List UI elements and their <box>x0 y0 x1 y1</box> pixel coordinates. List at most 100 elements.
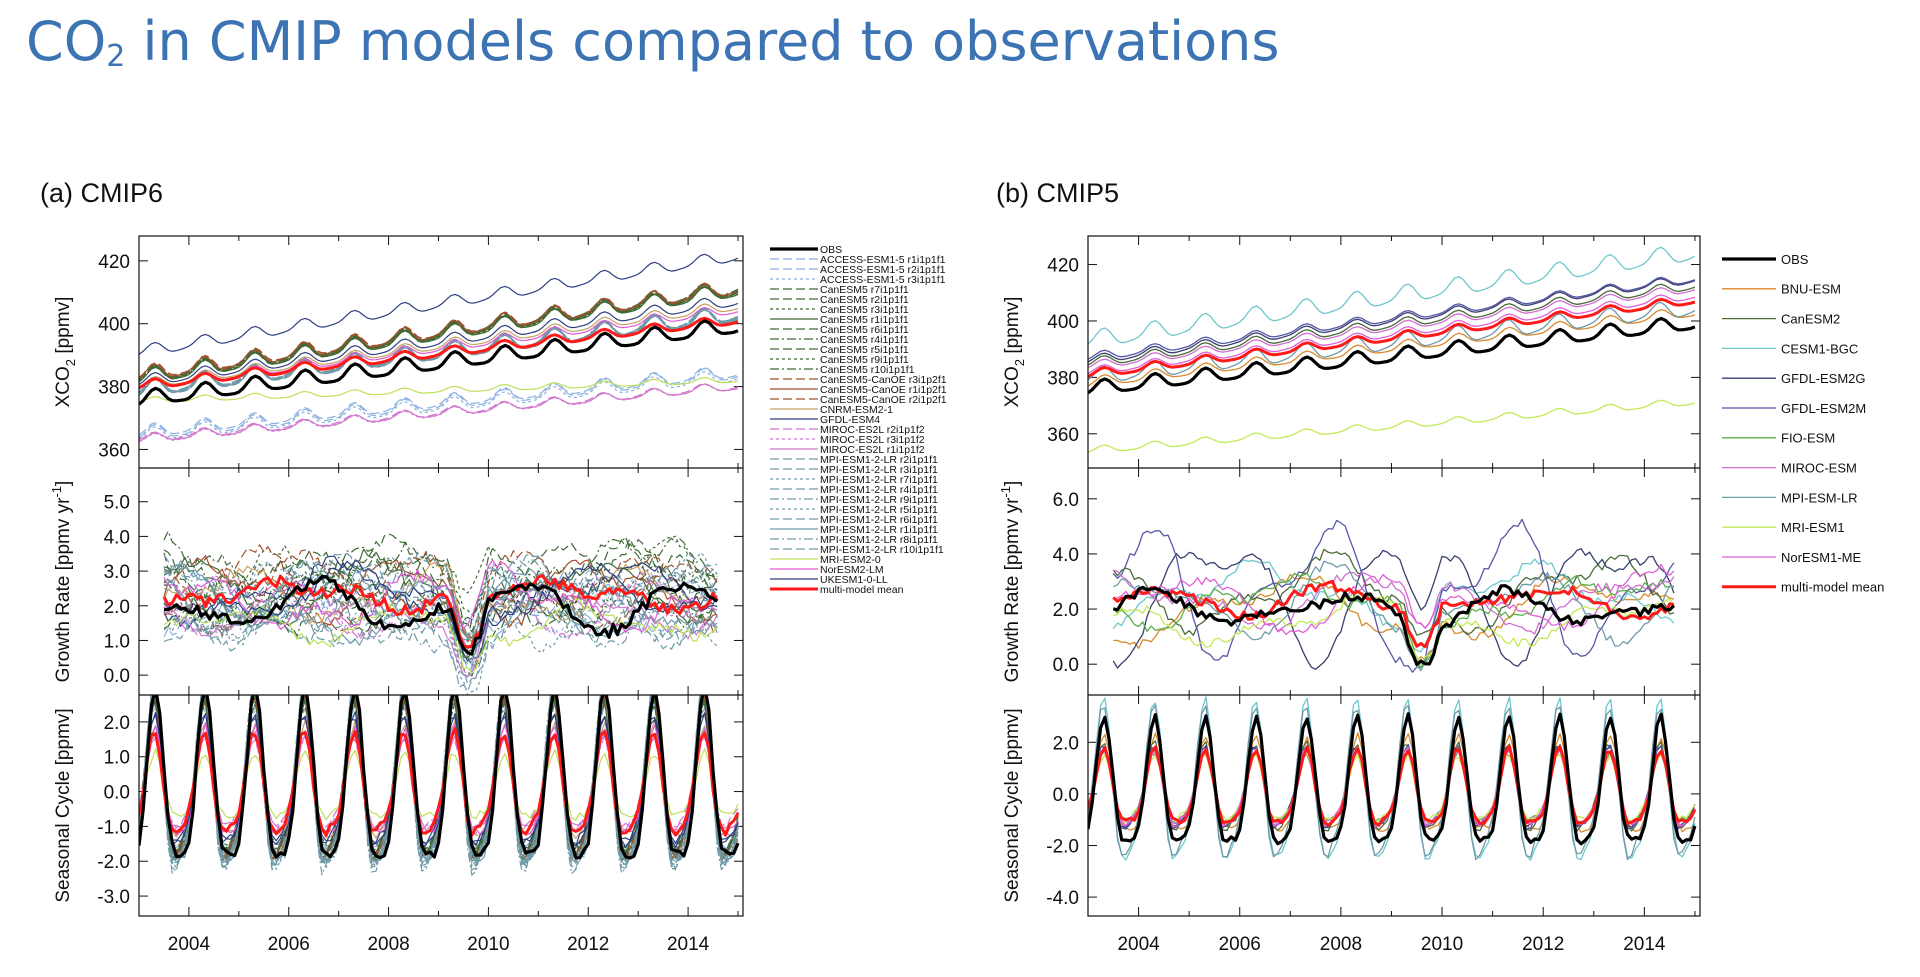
series-line-noresm1-me-xco2 <box>1088 294 1696 374</box>
chart-panel-a: 420 400 380 360 XCO2 [ppmv] 5.0 4.0 3.0 2.0 1.0 0.… <box>49 235 947 955</box>
legend-label-canesm5-r4i1p1f1: CanESM5 r4i1p1f1 <box>820 334 909 346</box>
y-axis-label: Growth Rate [ppmv yr-1] <box>998 481 1023 683</box>
series-line-gfdl-esm2m-xco2 <box>1088 276 1696 360</box>
subplot-growth: 6.0 4.0 2.0 0.0 Growth Rate [ppmv yr-1] <box>998 481 1700 683</box>
series-line-mpi-esm-lr-seasonal <box>1088 704 1696 861</box>
series-line-cnrm-esm2-1-growth <box>163 562 718 644</box>
legend-label-canesm2: CanESM2 <box>1781 312 1840 327</box>
panel-b-title: (b) CMIP5 <box>996 178 1120 208</box>
series-line-obs-growth <box>1112 584 1676 667</box>
legend-label-canesm5-r5i1p1f1: CanESM5 r5i1p1f1 <box>820 344 909 356</box>
y-tick-label: 1.0 <box>104 631 130 652</box>
legend-label-access-esm1-5-r1i1p1f1: ACCESS-ESM1-5 r1i1p1f1 <box>820 254 946 266</box>
series-line-multi-model-mean-growth <box>162 574 719 649</box>
legend-label-mri-esm2-0: MRI-ESM2-0 <box>820 554 881 566</box>
series-line-ukesm1-0-ll-growth <box>163 559 718 655</box>
series-line-mri-esm1-growth <box>1113 591 1675 667</box>
subplot-seasonal: 2.0 1.0 0.0 -1.0 -2.0 -3.0 Seasonal Cycle [ppm… <box>53 695 743 908</box>
y-tick-label: -2.0 <box>1046 836 1079 857</box>
y-axis-label: XCO2 [ppmv] <box>53 297 78 408</box>
legend-label-miroc-es2l-r2i1p1f2: MIROC-ES2L r2i1p1f2 <box>820 424 925 436</box>
series-line-gfdl-esm2g-xco2 <box>1088 278 1696 363</box>
series-line-canesm5-canoe-r2i1p2f1-growth <box>163 544 718 643</box>
y-tick-label: 380 <box>1047 368 1079 389</box>
series-line-noresm2-lm-growth <box>163 559 718 634</box>
legend-label-mpi-esm1-2-lr-r6i1p1f1: MPI-ESM1-2-LR r6i1p1f1 <box>820 514 938 526</box>
y-tick-label: -3.0 <box>97 887 130 908</box>
series-line-mpi-esm-lr-xco2 <box>1088 301 1696 382</box>
y-tick-label: 420 <box>1047 256 1079 277</box>
y-tick-label: 0.0 <box>104 783 130 804</box>
series-line-canesm5-r10i1p1f1-growth <box>163 530 718 666</box>
x-tick-label: 2014 <box>667 934 710 955</box>
chart-panel-b: 420 400 380 360 XCO2 [ppmv] 6.0 4.0 2.0 0.0 Growt… <box>998 235 1884 955</box>
y-tick-label: 1.0 <box>104 748 130 769</box>
series-line-noresm1-me-growth <box>1113 563 1675 636</box>
legend-label-access-esm1-5-r3i1p1f1: ACCESS-ESM1-5 r3i1p1f1 <box>820 274 946 286</box>
x-tick-label: 2004 <box>1117 934 1160 955</box>
y-axis-label: Growth Rate [ppmv yr-1] <box>49 481 74 683</box>
legend-label-gfdl-esm2m: GFDL-ESM2M <box>1781 401 1866 416</box>
series-line-obs-seasonal <box>139 695 740 860</box>
series-line-cesm1-bgc-seasonal <box>1088 696 1696 861</box>
legend-label-obs: OBS <box>820 244 842 256</box>
series-line-access-esm1-5-r2i1p1f1-xco2 <box>139 367 739 439</box>
legend-label-canesm5-r3i1p1f1: CanESM5 r3i1p1f1 <box>820 304 909 316</box>
series-line-canesm5-canoe-r1i1p2f1-growth <box>163 555 718 639</box>
y-tick-label: -2.0 <box>97 852 130 873</box>
plot-frame <box>1087 235 1701 917</box>
legend-label-mpi-esm1-2-lr-r9i1p1f1: MPI-ESM1-2-LR r9i1p1f1 <box>820 494 938 506</box>
y-tick-label: 6.0 <box>1053 490 1079 511</box>
legend-label-canesm5-r9i1p1f1: CanESM5 r9i1p1f1 <box>820 354 909 366</box>
legend-label-obs: OBS <box>1781 252 1809 267</box>
subplot-seasonal: 2.0 0.0 -2.0 -4.0 Seasonal Cycle [ppmv] <box>1002 696 1700 909</box>
legend-label-access-esm1-5-r2i1p1f1: ACCESS-ESM1-5 r2i1p1f1 <box>820 264 946 276</box>
y-axis-label: XCO2 [ppmv] <box>1002 297 1027 408</box>
legend-label-canesm5-r10i1p1f1: CanESM5 r10i1p1f1 <box>820 364 915 376</box>
series-line-multi-model-mean-seasonal <box>139 727 740 837</box>
legend-label-mpi-esm1-2-lr-r3i1p1f1: MPI-ESM1-2-LR r3i1p1f1 <box>820 464 938 476</box>
series-line-multi-model-mean-growth <box>1112 579 1675 649</box>
x-tick-label: 2010 <box>1421 934 1463 955</box>
series-line-miroc-es2l-r1i1p1f2-growth <box>163 583 718 678</box>
series-line-miroc-esm-xco2 <box>1088 287 1696 369</box>
legend-label-canesm5-canoe-r1i1p2f1: CanESM5-CanOE r1i1p2f1 <box>820 384 947 396</box>
series-line-mpi-esm1-2-lr-r9i1p1f1-xco2 <box>139 307 739 395</box>
y-tick-label: 2.0 <box>104 713 130 734</box>
legend-label-mpi-esm1-2-lr-r8i1p1f1: MPI-ESM1-2-LR r8i1p1f1 <box>820 534 938 546</box>
x-tick-label: 2006 <box>1219 934 1261 955</box>
legend-label-multi-model-mean: multi-model mean <box>820 584 904 596</box>
series-line-mpi-esm1-2-lr-r6i1p1f1-growth <box>163 552 718 664</box>
legend-label-mpi-esm-lr: MPI-ESM-LR <box>1781 490 1858 505</box>
x-tick-label: 2012 <box>567 934 609 955</box>
legend-label-mpi-esm1-2-lr-r4i1p1f1: MPI-ESM1-2-LR r4i1p1f1 <box>820 484 938 496</box>
series-line-miroc-es2l-r3i1p1f2-growth <box>163 573 718 677</box>
legend-label-miroc-es2l-r1i1p1f2: MIROC-ES2L r1i1p1f2 <box>820 444 925 456</box>
y-tick-label: 4.0 <box>104 527 130 548</box>
series-line-obs-growth <box>164 575 719 656</box>
series-line-canesm5-r9i1p1f1-xco2 <box>139 285 739 382</box>
y-axis-label: Seasonal Cycle [ppmv] <box>1002 708 1023 902</box>
series-line-canesm2-xco2 <box>1088 283 1696 366</box>
panel-a-title: (a) CMIP6 <box>40 178 164 208</box>
series-line-cesm1-bgc-xco2 <box>1088 246 1696 345</box>
y-tick-label: 2.0 <box>1053 733 1079 754</box>
series-line-gfdl-esm4-xco2 <box>139 253 739 355</box>
legend-label-gfdl-esm2g: GFDL-ESM2G <box>1781 371 1866 386</box>
series-line-mri-esm2-0-xco2 <box>139 377 739 403</box>
legend-label-canesm5-canoe-r2i1p2f1: CanESM5-CanOE r2i1p2f1 <box>820 394 947 406</box>
y-tick-label: 2.0 <box>104 597 130 618</box>
y-tick-label: 2.0 <box>1053 600 1079 621</box>
legend-label-gfdl-esm4: GFDL-ESM4 <box>820 414 880 426</box>
y-tick-label: 0.0 <box>1053 785 1079 806</box>
series-line-obs-seasonal <box>1088 712 1697 846</box>
series-line-mpi-esm1-2-lr-r3i1p1f1-xco2 <box>139 308 739 396</box>
series-line-bnu-esm-xco2 <box>1088 308 1696 387</box>
series-line-canesm5-r2i1p1f1-growth <box>163 543 718 633</box>
x-tick-label: 2008 <box>1320 934 1362 955</box>
x-tick-label: 2004 <box>168 934 211 955</box>
y-tick-label: 360 <box>98 440 130 461</box>
plot-frame <box>138 235 744 917</box>
x-tick-label: 2010 <box>467 934 509 955</box>
